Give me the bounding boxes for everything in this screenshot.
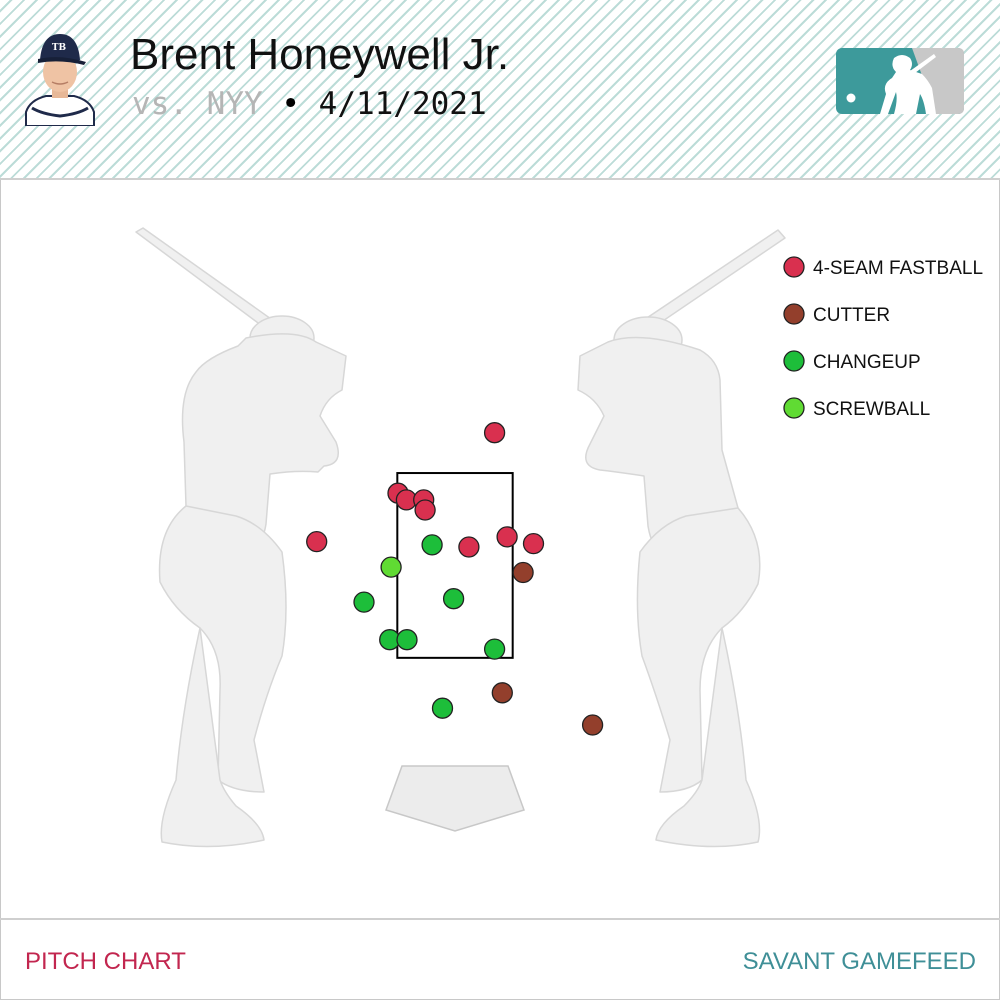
pitch-markers bbox=[306, 422, 604, 736]
mlb-logo-icon bbox=[836, 48, 964, 114]
legend-label-changeup: CHANGEUP bbox=[813, 352, 921, 373]
legend: 4-SEAM FASTBALL CUTTER CHANGEUP SCREWBALL bbox=[783, 256, 983, 420]
legend-label-4-seam-fastball: 4-SEAM FASTBALL bbox=[813, 258, 983, 279]
player-name: Brent Honeywell Jr. bbox=[130, 30, 510, 79]
pitch-changeup-3[interactable] bbox=[442, 588, 465, 610]
pitch-4-seam-fastball-5[interactable] bbox=[414, 499, 436, 521]
pitch-cutter-2[interactable] bbox=[491, 682, 513, 704]
footer: PITCH CHART SAVANT GAMEFEED bbox=[0, 918, 1000, 1000]
pitch-chart: 4-SEAM FASTBALL CUTTER CHANGEUP SCREWBALL bbox=[135, 227, 983, 848]
legend-label-screwball: SCREWBALL bbox=[813, 399, 930, 420]
pitch-chart-label: PITCH CHART bbox=[25, 948, 186, 975]
pitch-4-seam-fastball-6[interactable] bbox=[496, 526, 518, 548]
separator: • bbox=[262, 86, 319, 122]
pitch-4-seam-fastball-7[interactable] bbox=[458, 536, 480, 558]
pitch-changeup-2[interactable] bbox=[353, 591, 375, 613]
matchup-line: vs. NYY • 4/11/2021 bbox=[132, 86, 487, 122]
pitch-changeup-7[interactable] bbox=[431, 697, 454, 719]
pitch-screwball-1[interactable] bbox=[380, 556, 402, 578]
pitch-4-seam-fastball-9[interactable] bbox=[306, 530, 328, 553]
game-date: 4/11/2021 bbox=[318, 86, 487, 122]
legend-label-cutter: CUTTER bbox=[813, 305, 890, 326]
legend-marker-screwball bbox=[783, 397, 805, 419]
pitch-4-seam-fastball-1[interactable] bbox=[483, 422, 506, 444]
left-batter-silhouette-icon bbox=[135, 227, 347, 848]
player-headshot-icon: TB bbox=[25, 34, 95, 126]
savant-gamefeed-label: SAVANT GAMEFEED bbox=[742, 948, 976, 975]
pitch-cutter-3[interactable] bbox=[581, 714, 604, 736]
home-plate-icon bbox=[385, 765, 525, 832]
header: TB Brent Honeywell Jr. vs. NYY • 4/11/20… bbox=[0, 0, 1000, 180]
legend-marker-changeup bbox=[783, 350, 805, 372]
legend-marker-cutter bbox=[783, 303, 805, 325]
pitch-changeup-1[interactable] bbox=[421, 534, 443, 556]
pitch-cutter-1[interactable] bbox=[512, 561, 534, 584]
svg-text:TB: TB bbox=[52, 43, 67, 53]
legend-marker-4-seam-fastball bbox=[783, 256, 805, 278]
opponent: vs. NYY bbox=[132, 86, 263, 122]
pitch-4-seam-fastball-8[interactable] bbox=[522, 532, 545, 555]
pitch-changeup-5[interactable] bbox=[396, 629, 418, 651]
right-batter-silhouette-icon bbox=[577, 229, 786, 848]
pitch-changeup-6[interactable] bbox=[483, 638, 506, 660]
